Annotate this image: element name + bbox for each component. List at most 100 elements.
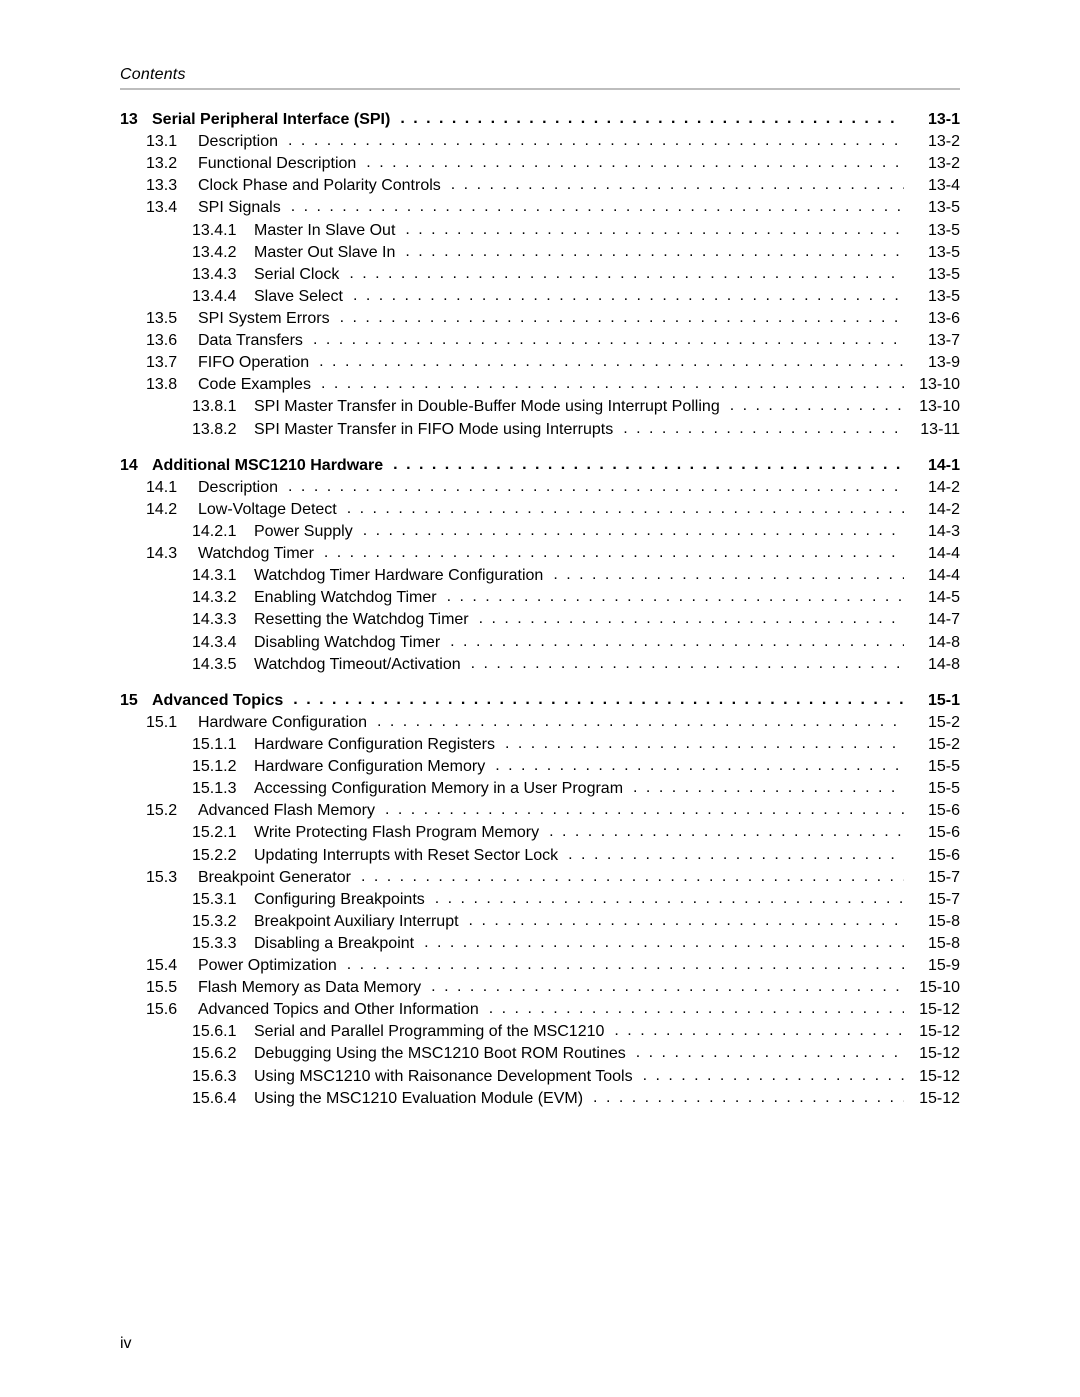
- section-page: 13-6: [908, 308, 960, 329]
- subsection-number: 13.4.3: [192, 264, 248, 285]
- subsection-title: Using the MSC1210 Evaluation Module (EVM…: [254, 1088, 589, 1109]
- subsection-title: Resetting the Watchdog Timer: [254, 609, 475, 630]
- dot-leader: [435, 888, 904, 904]
- toc-chapter-row: 13Serial Peripheral Interface (SPI)13-1: [120, 108, 960, 130]
- section-title: Advanced Flash Memory: [198, 800, 381, 821]
- subsection-title: Watchdog Timer Hardware Configuration: [254, 565, 549, 586]
- subsection-title: Watchdog Timeout/Activation: [254, 654, 467, 675]
- subsection-title: Updating Interrupts with Reset Sector Lo…: [254, 845, 564, 866]
- section-number: 13.4: [146, 197, 192, 218]
- toc-subsection-row: 15.6.1Serial and Parallel Programming of…: [120, 1020, 960, 1042]
- subsection-number: 14.3.4: [192, 632, 248, 653]
- dot-leader: [288, 130, 904, 146]
- section-number: 13.6: [146, 330, 192, 351]
- toc-section-row: 13.1Description13-2: [120, 130, 960, 152]
- toc-section-row: 15.5Flash Memory as Data Memory15-10: [120, 976, 960, 998]
- toc-subsection-row: 15.3.3Disabling a Breakpoint15-8: [120, 932, 960, 954]
- toc-section-row: 15.3Breakpoint Generator15-7: [120, 866, 960, 888]
- document-page: Contents 13Serial Peripheral Interface (…: [0, 0, 1080, 1397]
- subsection-number: 15.3.3: [192, 933, 248, 954]
- dot-leader: [321, 373, 904, 389]
- toc-subsection-row: 15.1.1 Hardware Configuration Registers 15…: [120, 733, 960, 755]
- dot-leader: [319, 351, 904, 367]
- chapter-title: Advanced Topics: [152, 690, 289, 711]
- section-page: 13-2: [908, 153, 960, 174]
- toc-subsection-row: 15.3.1Configuring Breakpoints15-7: [120, 888, 960, 910]
- subsection-page: 13-5: [908, 242, 960, 263]
- section-page: 15-6: [908, 800, 960, 821]
- dot-leader: [385, 799, 904, 815]
- section-page: 15-12: [908, 999, 960, 1020]
- subsection-number: 15.6.4: [192, 1088, 248, 1109]
- section-page: 14-2: [908, 499, 960, 520]
- toc-subsection-row: 14.3.3Resetting the Watchdog Timer14-7: [120, 608, 960, 630]
- dot-leader: [489, 998, 904, 1014]
- dot-leader: [353, 285, 904, 301]
- dot-leader: [377, 711, 904, 727]
- dot-leader: [288, 476, 904, 492]
- subsection-number: 15.3.2: [192, 911, 248, 932]
- dot-leader: [340, 307, 904, 323]
- subsection-number: 13.4.1: [192, 220, 248, 241]
- subsection-number: 15.6.3: [192, 1066, 248, 1087]
- dot-leader: [636, 1042, 904, 1058]
- subsection-number: 15.3.1: [192, 889, 248, 910]
- subsection-page: 15-12: [908, 1066, 960, 1087]
- toc-section-row: 13.6Data Transfers13-7: [120, 329, 960, 351]
- section-title: Power Optimization: [198, 955, 343, 976]
- section-number: 15.6: [146, 999, 192, 1020]
- subsection-number: 14.3.3: [192, 609, 248, 630]
- section-title: Clock Phase and Polarity Controls: [198, 175, 447, 196]
- subsection-page: 15-2: [908, 734, 960, 755]
- subsection-page: 15-5: [908, 778, 960, 799]
- subsection-page: 15-6: [908, 822, 960, 843]
- section-page: 15-10: [908, 977, 960, 998]
- subsection-number: 15.1.1: [192, 734, 248, 755]
- subsection-number: 14.3.2: [192, 587, 248, 608]
- subsection-title: Breakpoint Auxiliary Interrupt: [254, 911, 465, 932]
- toc-section-row: 13.5SPI System Errors13-6: [120, 307, 960, 329]
- subsection-title: Enabling Watchdog Timer: [254, 587, 443, 608]
- dot-leader: [361, 866, 904, 882]
- toc-subsection-row: 14.3.5Watchdog Timeout/Activation14-8: [120, 653, 960, 675]
- subsection-title: Serial Clock: [254, 264, 345, 285]
- subsection-title: Write Protecting Flash Program Memory: [254, 822, 545, 843]
- subsection-title: Disabling Watchdog Timer: [254, 632, 446, 653]
- section-title: Low-Voltage Detect: [198, 499, 343, 520]
- subsection-title: Configuring Breakpoints: [254, 889, 431, 910]
- toc-subsection-row: 14.3.4 Disabling Watchdog Timer 14-8: [120, 631, 960, 653]
- toc-section-row: 15.6Advanced Topics and Other Informatio…: [120, 998, 960, 1020]
- section-number: 13.8: [146, 374, 192, 395]
- header-rule: [120, 88, 960, 90]
- toc-subsection-row: 15.6.4 Using the MSC1210 Evaluation Modul…: [120, 1087, 960, 1109]
- section-number: 15.2: [146, 800, 192, 821]
- section-number: 13.2: [146, 153, 192, 174]
- dot-leader: [347, 954, 904, 970]
- subsection-page: 15-5: [908, 756, 960, 777]
- subsection-page: 15-12: [908, 1021, 960, 1042]
- toc-section-row: 14.3Watchdog Timer14-4: [120, 542, 960, 564]
- dot-leader: [451, 174, 904, 190]
- toc-subsection-row: 13.4.3Serial Clock13-5: [120, 263, 960, 285]
- subsection-page: 14-8: [908, 632, 960, 653]
- section-title: SPI System Errors: [198, 308, 336, 329]
- dot-leader: [549, 821, 904, 837]
- subsection-page: 13-11: [908, 419, 960, 440]
- toc-subsection-row: 13.8.1SPI Master Transfer in Double-Buff…: [120, 395, 960, 417]
- dot-leader: [593, 1087, 904, 1103]
- subsection-title: Hardware Configuration Registers: [254, 734, 501, 755]
- subsection-number: 15.2.1: [192, 822, 248, 843]
- section-page: 14-2: [908, 477, 960, 498]
- toc-chapter: 15Advanced Topics15-115.1Hardware Config…: [120, 689, 960, 1109]
- toc-chapter-row: 15Advanced Topics15-1: [120, 689, 960, 711]
- toc-chapter-row: 14Additional MSC1210 Hardware14-1: [120, 454, 960, 476]
- section-number: 15.5: [146, 977, 192, 998]
- toc-chapter: 13Serial Peripheral Interface (SPI)13-11…: [120, 108, 960, 440]
- section-number: 13.1: [146, 131, 192, 152]
- chapter-page: 14-1: [908, 455, 960, 476]
- dot-leader: [505, 733, 904, 749]
- page-number-footer: iv: [120, 1335, 132, 1353]
- subsection-title: Master Out Slave In: [254, 242, 401, 263]
- subsection-page: 15-8: [908, 911, 960, 932]
- subsection-number: 15.2.2: [192, 845, 248, 866]
